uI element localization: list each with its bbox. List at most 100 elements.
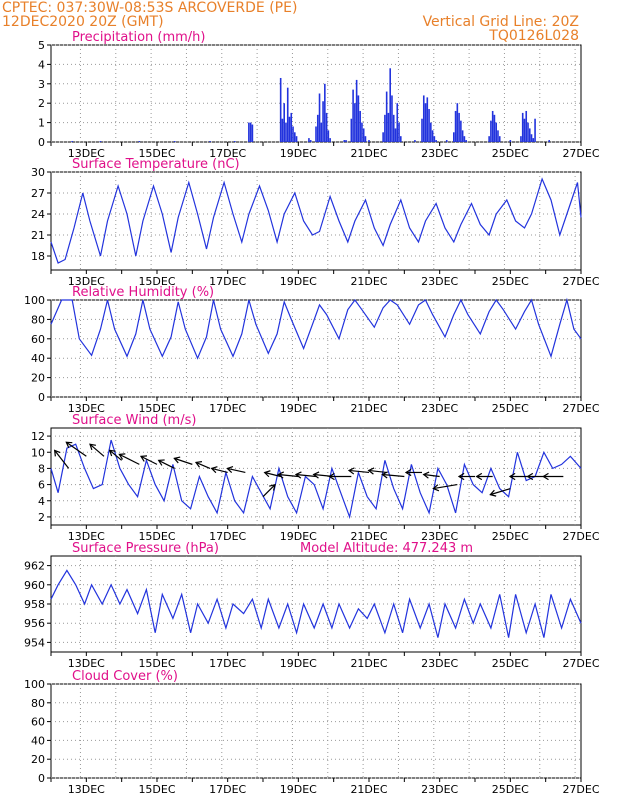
y-tick-label: 60 xyxy=(31,333,45,346)
wind-arrow xyxy=(174,457,193,465)
precip-bar xyxy=(248,122,250,142)
x-tick-label: 19DEC xyxy=(280,530,317,543)
y-tick-label: 20 xyxy=(31,372,45,385)
y-tick-label: 18 xyxy=(31,250,45,263)
precip-bar xyxy=(354,103,356,142)
y-tick-label: 0 xyxy=(38,136,45,149)
header-datetime: 12DEC2020 20Z (GMT) xyxy=(2,14,164,30)
wind-arrow xyxy=(227,467,246,474)
y-tick-label: 21 xyxy=(31,229,45,242)
precip-bar xyxy=(350,118,353,142)
precip-bar xyxy=(528,128,531,142)
x-tick-label: 19DEC xyxy=(280,275,317,288)
precip-bar xyxy=(426,97,429,142)
precip-bar xyxy=(430,122,432,142)
precip-bar xyxy=(279,77,282,142)
y-tick-label: 3 xyxy=(38,78,45,91)
panel-1: 0 1 2 3 4 5 13DEC 15DEC 17DEC 19DEC 21DEC 23DEC 25DE… xyxy=(38,30,600,160)
panel-frame xyxy=(50,683,582,779)
x-tick-label: 23DEC xyxy=(421,657,458,670)
precip-bar xyxy=(389,68,391,142)
wind-arrow-head xyxy=(526,472,534,481)
x-tick-label: 19DEC xyxy=(280,402,317,415)
precip-bar xyxy=(458,112,460,142)
precip-bar xyxy=(497,130,499,142)
wind-arrow xyxy=(278,473,299,478)
x-tick-label: 17DEC xyxy=(209,783,246,796)
panel-5: 954 956 958 960 962 13DEC 15DEC 17DEC 19DEC 21DEC… xyxy=(24,541,600,670)
precip-bar xyxy=(292,126,294,142)
x-tick-label: 13DEC xyxy=(68,530,105,543)
precip-bar xyxy=(433,136,436,142)
y-tick-label: 10 xyxy=(31,446,45,459)
wind-arrow-head xyxy=(210,466,218,474)
wind-arrow xyxy=(195,461,211,469)
wind-arrow-head xyxy=(226,465,234,474)
precip-bar xyxy=(325,112,328,142)
precip-bar xyxy=(525,110,528,142)
precip-bar xyxy=(361,122,363,142)
precip-bar xyxy=(534,118,536,142)
x-tick-label: 17DEC xyxy=(209,275,246,288)
panel-frame xyxy=(50,171,582,271)
wind-arrow xyxy=(295,473,317,478)
panel-title: Precipitation (mm/h) xyxy=(72,30,205,45)
x-tick-label: 27DEC xyxy=(562,530,599,543)
precip-bar xyxy=(387,112,390,142)
x-tick-label: 19DEC xyxy=(280,657,317,670)
wind-arrow-head xyxy=(89,443,97,451)
x-tick-label: 13DEC xyxy=(68,275,105,288)
precip-bar xyxy=(428,109,430,142)
x-tick-label: 13DEC xyxy=(68,657,105,670)
precip-bar xyxy=(391,95,393,142)
wind-arrow-head xyxy=(312,471,320,479)
precip-bar xyxy=(368,140,370,142)
panel-title: Relative Humidity (%) xyxy=(72,285,214,300)
x-tick-label: 21DEC xyxy=(350,147,387,160)
wind-arrow-head xyxy=(422,471,430,479)
precip-bar xyxy=(324,83,326,142)
precip-bar xyxy=(294,132,296,142)
precip-bar xyxy=(318,93,321,142)
wind-arrow xyxy=(368,469,387,474)
wind-arrow-head xyxy=(381,471,388,479)
precip-bar xyxy=(295,136,298,142)
x-tick-label: 21DEC xyxy=(350,275,387,288)
x-tick-label: 27DEC xyxy=(562,402,599,415)
precip-bar xyxy=(398,122,400,142)
x-tick-label: 23DEC xyxy=(421,275,458,288)
precip-bar xyxy=(233,141,236,142)
wind-arrow-head xyxy=(53,449,61,457)
y-tick-label: 2 xyxy=(38,511,45,524)
x-tick-label: 15DEC xyxy=(138,530,175,543)
precip-bar xyxy=(488,136,490,142)
series-line xyxy=(50,569,582,638)
precip-bar xyxy=(424,103,427,142)
x-tick-label: 15DEC xyxy=(138,783,175,796)
precip-bar xyxy=(283,103,285,142)
y-tick-label: 0 xyxy=(38,772,45,785)
precip-bar xyxy=(491,110,494,142)
y-tick-label: 100 xyxy=(24,294,45,307)
x-tick-label: 17DEC xyxy=(209,530,246,543)
y-tick-label: 8 xyxy=(38,462,45,475)
wind-arrow-head xyxy=(542,472,549,481)
panel-4: 2 4 6 8 10 12 13DEC 15DEC 17DEC 19DEC 21DEC 23DEC 25… xyxy=(31,413,600,543)
x-tick-label: 23DEC xyxy=(421,530,458,543)
precip-bar xyxy=(352,89,354,142)
precip-bar xyxy=(394,128,397,142)
wind-arrow xyxy=(109,449,123,461)
precip-bar xyxy=(364,136,367,142)
precip-bar xyxy=(509,140,512,142)
x-tick-label: 25DEC xyxy=(492,275,529,288)
y-tick-label: 6 xyxy=(38,479,45,492)
y-tick-label: 1 xyxy=(38,117,45,130)
precip-bar xyxy=(461,130,464,142)
y-tick-label: 0 xyxy=(38,391,45,404)
y-tick-label: 30 xyxy=(31,166,45,179)
precip-bar xyxy=(355,79,358,142)
x-tick-label: 27DEC xyxy=(562,783,599,796)
precip-bar xyxy=(532,138,535,142)
wind-arrow-head xyxy=(432,484,440,492)
wind-arrow-head xyxy=(294,471,302,479)
